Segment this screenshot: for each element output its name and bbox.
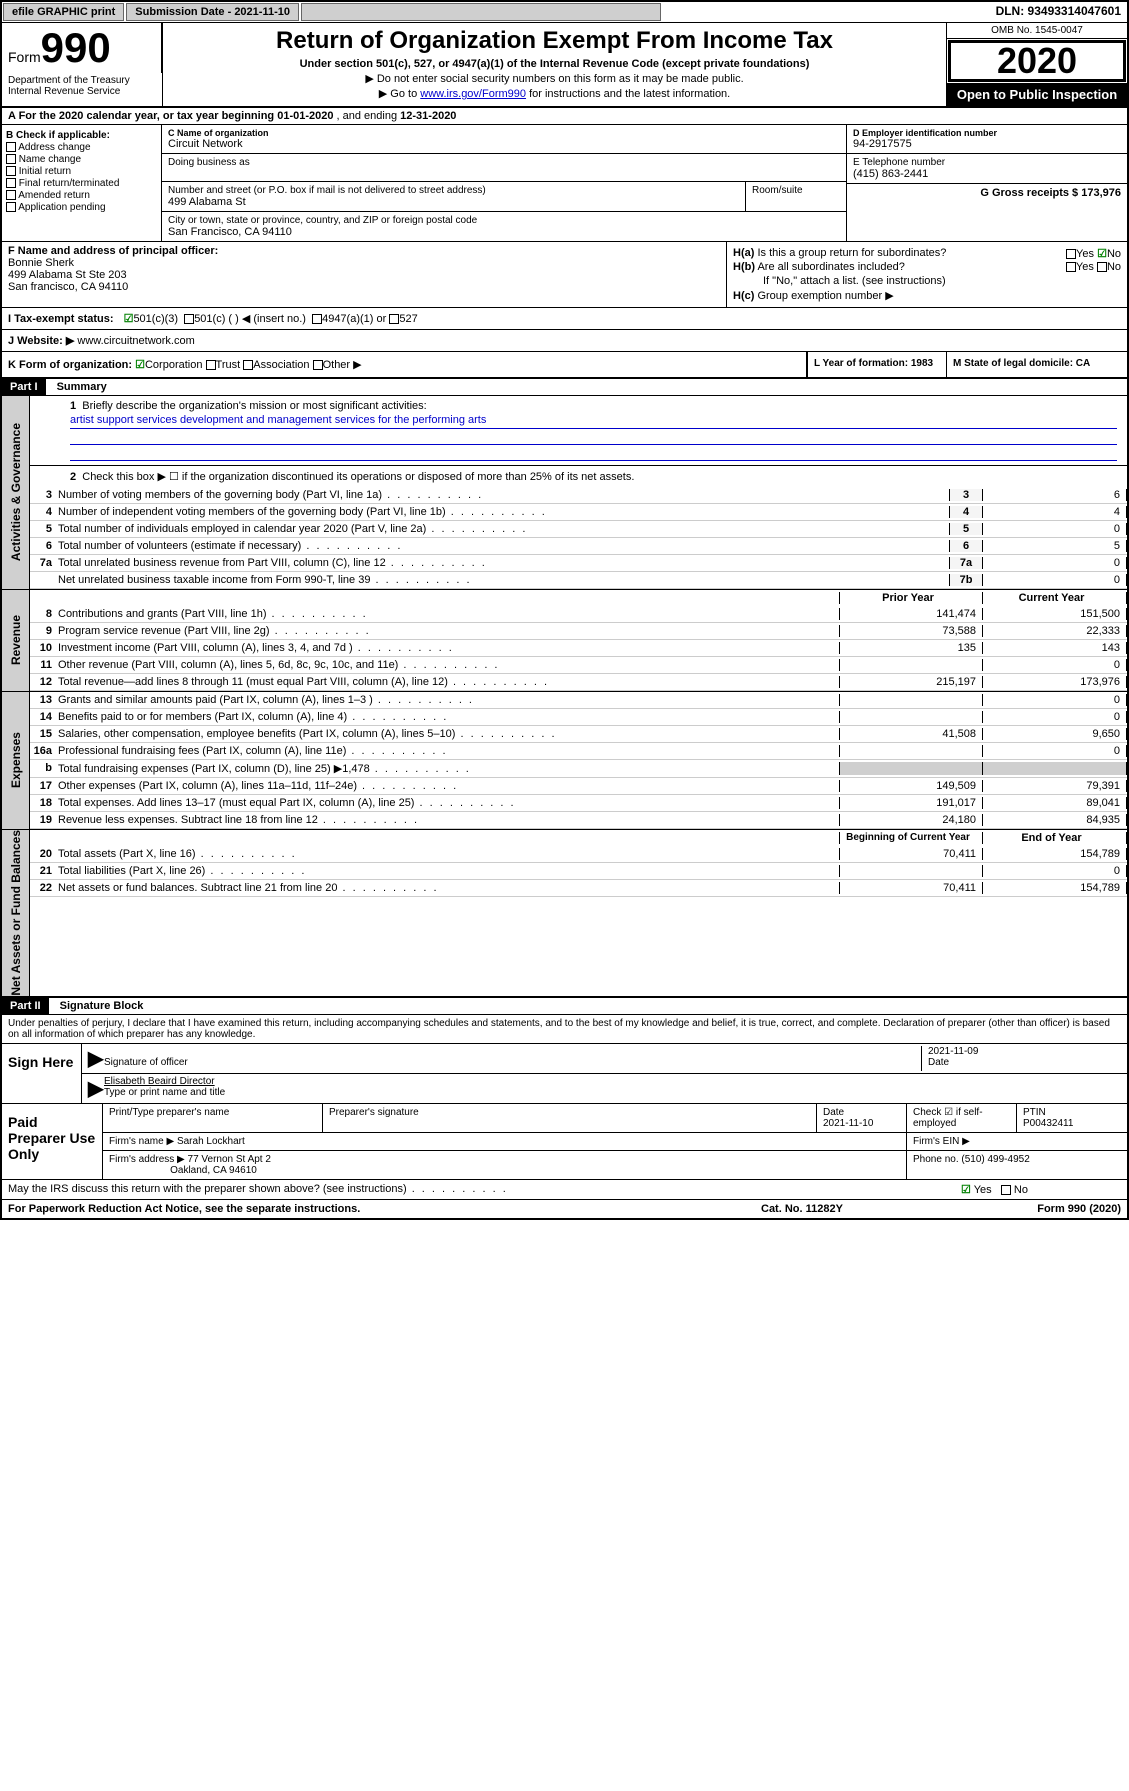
firm-name: Sarah Lockhart bbox=[177, 1136, 245, 1147]
data-line: 15Salaries, other compensation, employee… bbox=[30, 726, 1127, 743]
efile-button[interactable]: efile GRAPHIC print bbox=[3, 3, 124, 21]
part2-title: Signature Block bbox=[52, 998, 152, 1014]
form-header: Form 990 Department of the Treasury Inte… bbox=[2, 23, 1127, 108]
checkbox-name[interactable] bbox=[6, 154, 16, 164]
assoc-check[interactable] bbox=[243, 360, 253, 370]
gov-line: 5Total number of individuals employed in… bbox=[30, 521, 1127, 538]
org-name: Circuit Network bbox=[168, 138, 840, 150]
discuss-row: May the IRS discuss this return with the… bbox=[2, 1180, 1127, 1200]
self-employed-check[interactable]: Check ☑ if self-employed bbox=[907, 1104, 1017, 1132]
527-check[interactable] bbox=[389, 314, 399, 324]
prep-date: 2021-11-10 bbox=[823, 1118, 873, 1129]
data-line: 9Program service revenue (Part VIII, lin… bbox=[30, 623, 1127, 640]
section-k: K Form of organization: ☑ Corporation Tr… bbox=[2, 352, 807, 377]
gov-line: 3Number of voting members of the governi… bbox=[30, 487, 1127, 504]
firm-addr: 77 Vernon St Apt 2 bbox=[188, 1154, 271, 1165]
part2-header: Part II bbox=[2, 998, 49, 1014]
part1-title: Summary bbox=[49, 379, 115, 395]
gross-receipts: G Gross receipts $ 173,976 bbox=[853, 187, 1121, 199]
bottom-bar: For Paperwork Reduction Act Notice, see … bbox=[2, 1200, 1127, 1218]
data-line: 8Contributions and grants (Part VIII, li… bbox=[30, 606, 1127, 623]
year-header-row: Prior Year Current Year bbox=[30, 590, 1127, 606]
section-h: H(a) Is this a group return for subordin… bbox=[727, 242, 1127, 307]
gov-line: 6Total number of volunteers (estimate if… bbox=[30, 538, 1127, 555]
preparer-label: Paid Preparer Use Only bbox=[2, 1104, 102, 1179]
hb-no[interactable] bbox=[1097, 262, 1107, 272]
checkbox-amended[interactable] bbox=[6, 190, 16, 200]
checkbox-address[interactable] bbox=[6, 142, 16, 152]
section-a: A For the 2020 calendar year, or tax yea… bbox=[2, 108, 1127, 125]
dept-text: Department of the Treasury Internal Reve… bbox=[2, 73, 162, 99]
data-line: 20Total assets (Part X, line 16)70,41115… bbox=[30, 846, 1127, 863]
part1-header: Part I bbox=[2, 379, 46, 395]
line2: 2 Check this box ▶ ☐ if the organization… bbox=[30, 466, 1127, 487]
data-line: 21Total liabilities (Part X, line 26)0 bbox=[30, 863, 1127, 880]
ptin: P00432411 bbox=[1023, 1118, 1073, 1129]
data-line: 10Investment income (Part VIII, column (… bbox=[30, 640, 1127, 657]
dln-text: DLN: 93493314047601 bbox=[990, 2, 1127, 22]
hb-yes[interactable] bbox=[1066, 262, 1076, 272]
vtab-expenses: Expenses bbox=[2, 692, 30, 829]
section-c: C Name of organization Circuit Network D… bbox=[162, 125, 847, 241]
vtab-revenue: Revenue bbox=[2, 590, 30, 691]
section-m: M State of legal domicile: CA bbox=[947, 352, 1127, 377]
submission-button[interactable]: Submission Date - 2021-11-10 bbox=[126, 3, 299, 21]
note2: ▶ Go to www.irs.gov/Form990 for instruct… bbox=[171, 87, 938, 100]
section-f: F Name and address of principal officer:… bbox=[2, 242, 727, 307]
data-line: 11Other revenue (Part VIII, column (A), … bbox=[30, 657, 1127, 674]
checkbox-final[interactable] bbox=[6, 178, 16, 188]
section-j: J Website: ▶ www.circuitnetwork.com bbox=[2, 330, 1127, 352]
main-title: Return of Organization Exempt From Incom… bbox=[171, 27, 938, 55]
form-number: 990 bbox=[41, 27, 111, 69]
mission-text: artist support services development and … bbox=[70, 412, 1117, 429]
section-l: L Year of formation: 1983 bbox=[807, 352, 947, 377]
gov-line: 4Number of independent voting members of… bbox=[30, 504, 1127, 521]
data-line: 18Total expenses. Add lines 13–17 (must … bbox=[30, 795, 1127, 812]
data-line: 17Other expenses (Part IX, column (A), l… bbox=[30, 778, 1127, 795]
data-line: 16aProfessional fundraising fees (Part I… bbox=[30, 743, 1127, 760]
data-line: 12Total revenue—add lines 8 through 11 (… bbox=[30, 674, 1127, 691]
signer-name: Elisabeth Beaird Director bbox=[104, 1076, 215, 1087]
org-city: San Francisco, CA 94110 bbox=[168, 226, 840, 238]
blank-button bbox=[301, 3, 661, 21]
4947-check[interactable] bbox=[312, 314, 322, 324]
data-line: 14Benefits paid to or for members (Part … bbox=[30, 709, 1127, 726]
discuss-no[interactable] bbox=[1001, 1185, 1011, 1195]
sign-here-label: Sign Here bbox=[2, 1044, 82, 1103]
irs-link[interactable]: www.irs.gov/Form990 bbox=[420, 88, 526, 100]
vtab-net: Net Assets or Fund Balances bbox=[2, 830, 30, 996]
data-line: 13Grants and similar amounts paid (Part … bbox=[30, 692, 1127, 709]
subtitle: Under section 501(c), 527, or 4947(a)(1)… bbox=[171, 58, 938, 70]
ha-yes[interactable] bbox=[1066, 249, 1076, 259]
trust-check[interactable] bbox=[206, 360, 216, 370]
section-b: B Check if applicable: Address change Na… bbox=[2, 125, 162, 241]
section-deg: D Employer identification number 94-2917… bbox=[847, 125, 1127, 241]
section-i: I Tax-exempt status: ☑ 501(c)(3) 501(c) … bbox=[2, 308, 1127, 330]
telephone: (415) 863-2441 bbox=[853, 168, 1121, 180]
vtab-governance: Activities & Governance bbox=[2, 396, 30, 589]
org-address: 499 Alabama St bbox=[168, 196, 739, 208]
open-public-badge: Open to Public Inspection bbox=[947, 83, 1127, 106]
checkbox-pending[interactable] bbox=[6, 202, 16, 212]
website-value: www.circuitnetwork.com bbox=[77, 335, 194, 347]
form-label: Form bbox=[8, 49, 41, 65]
gov-line: Net unrelated business taxable income fr… bbox=[30, 572, 1127, 589]
gov-line: 7aTotal unrelated business revenue from … bbox=[30, 555, 1127, 572]
data-line: 19Revenue less expenses. Subtract line 1… bbox=[30, 812, 1127, 829]
501c-check[interactable] bbox=[184, 314, 194, 324]
ein: 94-2917575 bbox=[853, 138, 1121, 150]
omb-number: OMB No. 1545-0047 bbox=[947, 23, 1127, 39]
declaration-text: Under penalties of perjury, I declare th… bbox=[2, 1015, 1127, 1044]
data-line: 22Net assets or fund balances. Subtract … bbox=[30, 880, 1127, 897]
sign-date: 2021-11-09 bbox=[928, 1046, 978, 1057]
note1: ▶ Do not enter social security numbers o… bbox=[171, 72, 938, 85]
other-check[interactable] bbox=[313, 360, 323, 370]
firm-phone: Phone no. (510) 499-4952 bbox=[907, 1151, 1127, 1179]
net-header-row: Beginning of Current Year End of Year bbox=[30, 830, 1127, 846]
top-bar: efile GRAPHIC print Submission Date - 20… bbox=[2, 2, 1127, 23]
checkbox-initial[interactable] bbox=[6, 166, 16, 176]
data-line: bTotal fundraising expenses (Part IX, co… bbox=[30, 760, 1127, 778]
tax-year: 2020 bbox=[948, 40, 1126, 82]
